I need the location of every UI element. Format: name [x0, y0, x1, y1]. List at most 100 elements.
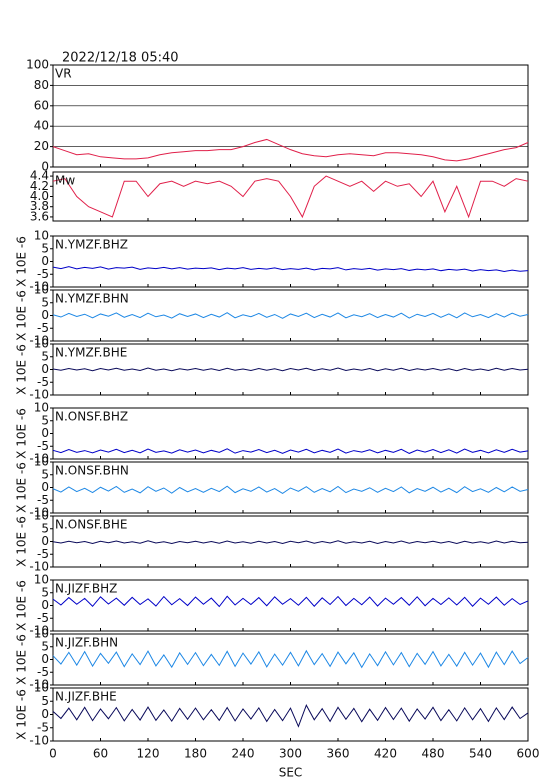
y-axis-label: X 10E -6 — [15, 344, 29, 395]
x-tick-label: 600 — [517, 747, 540, 761]
y-tick-label: -10 — [29, 560, 49, 574]
trace-line — [52, 595, 529, 608]
y-tick-label: 0 — [41, 652, 49, 666]
y-tick-label: 5 — [41, 295, 49, 309]
trace-label: N.YMZF.BHE — [55, 346, 127, 360]
y-tick-label: 5 — [41, 521, 49, 535]
y-axis-label: X 10E -6 — [15, 516, 29, 567]
trace-line — [52, 649, 529, 669]
chart-title: 2022/12/18 05:40 — [62, 51, 179, 66]
y-axis-label: X 10E -6 — [15, 462, 29, 513]
y-tick-label: 0 — [41, 254, 49, 268]
y-tick-label: -10 — [29, 280, 49, 294]
trace-label: N.JIZF.BHZ — [55, 582, 117, 596]
trace-line — [52, 704, 529, 728]
x-tick-label: 540 — [469, 747, 492, 761]
trace-label: N.JIZF.BHN — [55, 636, 118, 650]
y-tick-label: 5 — [41, 639, 49, 653]
trace-line — [52, 312, 529, 319]
y-tick-label: 4.4 — [30, 169, 49, 183]
trace-line — [52, 367, 529, 372]
y-axis-label: X 10E -6 — [15, 408, 29, 459]
y-tick-label: 0 — [41, 534, 49, 548]
y-tick-label: -5 — [37, 720, 49, 734]
y-tick-label: 40 — [34, 119, 49, 133]
y-tick-label: 5 — [41, 585, 49, 599]
y-tick-label: 80 — [34, 78, 49, 92]
x-tick-label: 60 — [93, 747, 108, 761]
x-tick-label: 0 — [49, 747, 57, 761]
y-tick-label: 10 — [34, 337, 49, 351]
y-tick-label: 0 — [41, 598, 49, 612]
trace-line — [52, 138, 529, 162]
y-tick-label: -5 — [37, 267, 49, 281]
trace-line — [52, 485, 529, 494]
trace-label: Mw — [55, 174, 75, 188]
y-tick-label: 5 — [41, 413, 49, 427]
y-tick-label: 4.0 — [30, 189, 49, 203]
y-tick-label: 4.2 — [30, 179, 49, 193]
y-tick-label: -10 — [29, 334, 49, 348]
y-tick-label: 0 — [41, 308, 49, 322]
y-tick-label: 60 — [34, 98, 49, 112]
y-tick-label: 3.6 — [30, 209, 49, 223]
trace-line — [52, 540, 529, 545]
y-axis-label: X 10E -6 — [15, 634, 29, 685]
y-tick-label: -5 — [37, 665, 49, 679]
y-tick-label: 10 — [34, 627, 49, 641]
y-tick-label: 3.8 — [30, 199, 49, 213]
x-tick-label: 360 — [327, 747, 350, 761]
trace-label: N.YMZF.BHZ — [55, 238, 128, 252]
y-axis-label: X 10E -6 — [15, 689, 29, 740]
y-tick-label: 0 — [41, 707, 49, 721]
y-tick-label: 5 — [41, 349, 49, 363]
y-tick-label: 10 — [34, 573, 49, 587]
trace-line — [52, 266, 529, 272]
y-tick-label: 20 — [34, 139, 49, 153]
y-tick-label: 10 — [34, 401, 49, 415]
y-tick-label: -5 — [37, 493, 49, 507]
y-tick-label: -5 — [37, 375, 49, 389]
y-tick-label: -10 — [29, 734, 49, 748]
y-tick-label: 0 — [41, 426, 49, 440]
x-tick-label: 120 — [137, 747, 160, 761]
y-tick-label: -10 — [29, 388, 49, 402]
y-axis-label: X 10E -6 — [15, 290, 29, 341]
trace-label: N.JIZF.BHE — [55, 690, 117, 704]
y-tick-label: 100 — [26, 58, 49, 72]
trace-line — [52, 175, 529, 219]
y-tick-label: 0 — [41, 160, 49, 174]
x-axis-label: SEC — [279, 766, 303, 780]
y-tick-label: -10 — [29, 678, 49, 692]
y-tick-label: 0 — [41, 480, 49, 494]
y-tick-label: -5 — [37, 439, 49, 453]
y-tick-label: 10 — [34, 681, 49, 695]
y-tick-label: 10 — [34, 229, 49, 243]
x-tick-label: 300 — [279, 747, 302, 761]
x-tick-label: 240 — [232, 747, 255, 761]
trace-line — [52, 448, 529, 454]
trace-label: N.ONSF.BHN — [55, 464, 129, 478]
y-tick-label: 5 — [41, 694, 49, 708]
y-tick-label: 5 — [41, 241, 49, 255]
y-tick-label: -10 — [29, 506, 49, 520]
y-tick-label: -5 — [37, 611, 49, 625]
x-tick-label: 180 — [184, 747, 207, 761]
y-tick-label: 10 — [34, 283, 49, 297]
y-tick-label: -10 — [29, 452, 49, 466]
y-tick-label: -5 — [37, 321, 49, 335]
y-tick-label: 10 — [34, 455, 49, 469]
y-axis-label: X 10E -6 — [15, 236, 29, 287]
y-tick-label: -10 — [29, 624, 49, 638]
y-tick-label: 10 — [34, 509, 49, 523]
x-tick-label: 420 — [374, 747, 397, 761]
trace-label: N.YMZF.BHN — [55, 292, 129, 306]
trace-label: N.ONSF.BHZ — [55, 410, 128, 424]
y-tick-label: 0 — [41, 362, 49, 376]
y-axis-label: X 10E -6 — [15, 580, 29, 631]
trace-label: N.ONSF.BHE — [55, 518, 127, 532]
x-tick-label: 480 — [422, 747, 445, 761]
